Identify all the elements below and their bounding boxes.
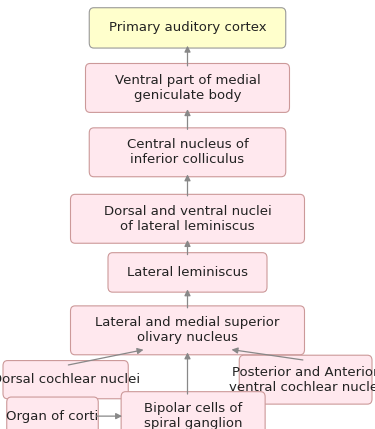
FancyBboxPatch shape (108, 253, 267, 292)
FancyBboxPatch shape (86, 63, 290, 112)
Text: Organ of corti: Organ of corti (6, 410, 99, 423)
Text: Lateral leminiscus: Lateral leminiscus (127, 266, 248, 279)
Text: Primary auditory cortex: Primary auditory cortex (109, 21, 266, 34)
FancyBboxPatch shape (239, 355, 372, 404)
FancyBboxPatch shape (3, 360, 128, 399)
FancyBboxPatch shape (121, 392, 265, 429)
FancyBboxPatch shape (70, 194, 304, 243)
FancyBboxPatch shape (7, 397, 98, 429)
FancyBboxPatch shape (70, 306, 304, 355)
FancyBboxPatch shape (89, 128, 286, 177)
Text: Bipolar cells of
spiral ganglion: Bipolar cells of spiral ganglion (144, 402, 242, 429)
Text: Dorsal and ventral nuclei
of lateral leminiscus: Dorsal and ventral nuclei of lateral lem… (104, 205, 272, 233)
FancyBboxPatch shape (89, 8, 286, 48)
Text: Dorsal cochlear nuclei: Dorsal cochlear nuclei (0, 373, 140, 386)
Text: Central nucleus of
inferior colliculus: Central nucleus of inferior colliculus (127, 138, 248, 166)
Text: Lateral and medial superior
olivary nucleus: Lateral and medial superior olivary nucl… (95, 316, 280, 344)
Text: Ventral part of medial
geniculate body: Ventral part of medial geniculate body (115, 74, 260, 102)
Text: Posterior and Anterior
ventral cochlear nuclei: Posterior and Anterior ventral cochlear … (229, 366, 375, 394)
